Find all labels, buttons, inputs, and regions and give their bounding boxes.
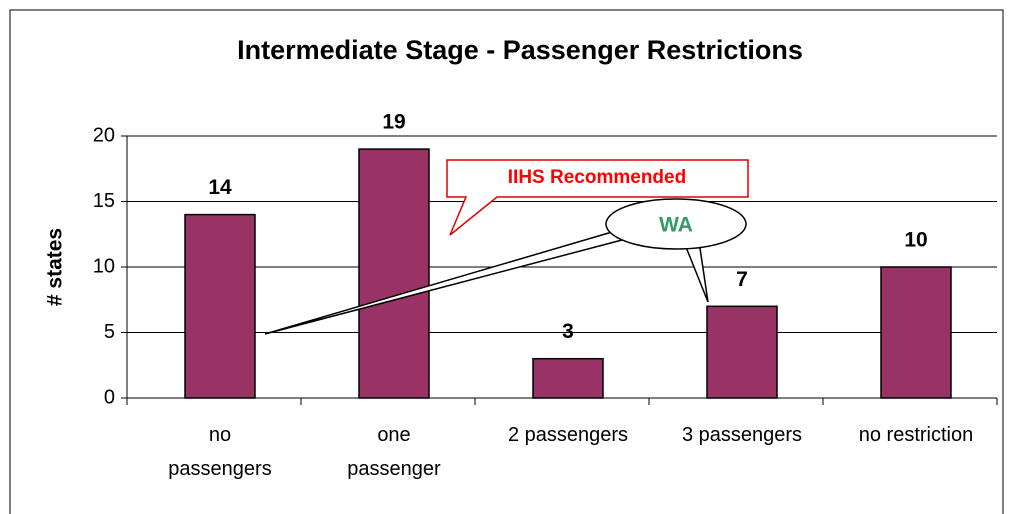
data-label: 7 <box>736 268 748 291</box>
y-tick-label: 15 <box>93 190 115 212</box>
y-tick-label: 0 <box>104 386 115 408</box>
y-tick-label: 10 <box>93 255 115 277</box>
data-label: 19 <box>382 111 405 134</box>
x-tick-label: one passenger <box>347 424 441 480</box>
bar <box>358 148 430 399</box>
chart-frame <box>9 9 1004 514</box>
y-axis-label: # states <box>44 228 67 306</box>
x-tick-label: 3 passengers <box>682 424 802 446</box>
data-label: 14 <box>208 176 232 199</box>
annotation: IIHS Recommended <box>508 167 686 188</box>
x-tick-label: 2 passengers <box>508 424 628 446</box>
bar <box>532 357 604 399</box>
annotation: WA <box>659 214 693 237</box>
chart-title: Intermediate Stage - Passenger Restricti… <box>237 35 803 65</box>
data-label: 10 <box>904 229 927 252</box>
bar <box>880 266 952 399</box>
x-tick-label: no restriction <box>859 424 974 446</box>
x-tick-label: no passengers <box>168 424 271 480</box>
bar <box>184 213 256 399</box>
y-tick-label: 5 <box>104 321 115 343</box>
data-label: 3 <box>562 320 574 343</box>
callout-ellipse <box>605 198 747 250</box>
bar <box>706 305 778 399</box>
callout-box <box>446 159 749 236</box>
y-tick-label: 20 <box>93 124 115 146</box>
